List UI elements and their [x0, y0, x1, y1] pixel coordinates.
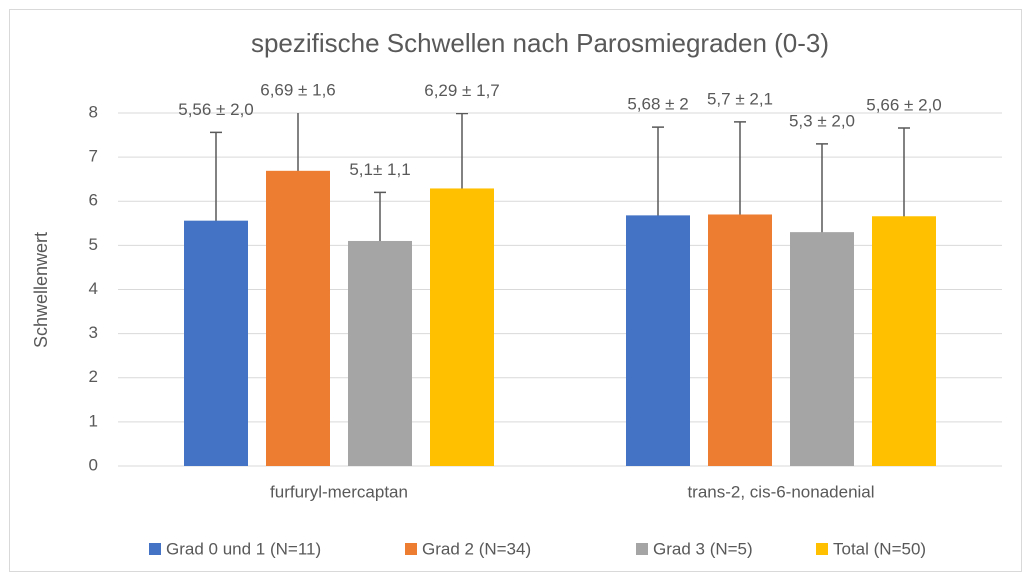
y-tick-label: 8 [89, 102, 98, 121]
bar [184, 220, 248, 466]
legend-swatch [149, 543, 161, 555]
chart-title: spezifische Schwellen nach Parosmiegrade… [251, 28, 829, 58]
data-label: 5,3 ± 2,0 [789, 111, 855, 130]
bar [626, 215, 690, 466]
x-tick-label: trans-2, cis-6-nonadenial [687, 482, 874, 501]
bar [708, 214, 772, 466]
y-tick-label: 1 [89, 411, 98, 430]
legend-label: Grad 2 (N=34) [422, 539, 531, 558]
y-tick-label: 4 [89, 279, 98, 298]
data-label: 5,56 ± 2,0 [178, 100, 254, 119]
data-label: 5,1± 1,1 [349, 160, 410, 179]
y-tick-label: 5 [89, 235, 98, 254]
legend-label: Total (N=50) [833, 539, 926, 558]
data-label: 5,7 ± 2,1 [707, 89, 773, 108]
y-tick-label: 2 [89, 367, 98, 386]
data-label: 6,29 ± 1,7 [424, 81, 500, 100]
data-label: 5,68 ± 2 [627, 95, 688, 114]
y-tick-label: 3 [89, 323, 98, 342]
legend-swatch [636, 543, 648, 555]
bar [348, 240, 412, 466]
data-label: 6,69 ± 1,6 [260, 80, 336, 99]
legend-label: Grad 0 und 1 (N=11) [166, 539, 321, 558]
data-label: 5,66 ± 2,0 [866, 95, 942, 114]
bar [790, 232, 854, 466]
legend-label: Grad 3 (N=5) [653, 539, 753, 558]
x-tick-label: furfuryl-mercaptan [270, 482, 408, 501]
legend-swatch [816, 543, 828, 555]
bar [430, 188, 494, 467]
y-tick-label: 7 [89, 147, 98, 166]
y-tick-label: 6 [89, 191, 98, 210]
y-axis-label: Schwellenwert [31, 232, 51, 348]
legend-swatch [405, 543, 417, 555]
bar [266, 170, 330, 466]
bar [872, 216, 936, 466]
y-tick-label: 0 [89, 455, 98, 474]
